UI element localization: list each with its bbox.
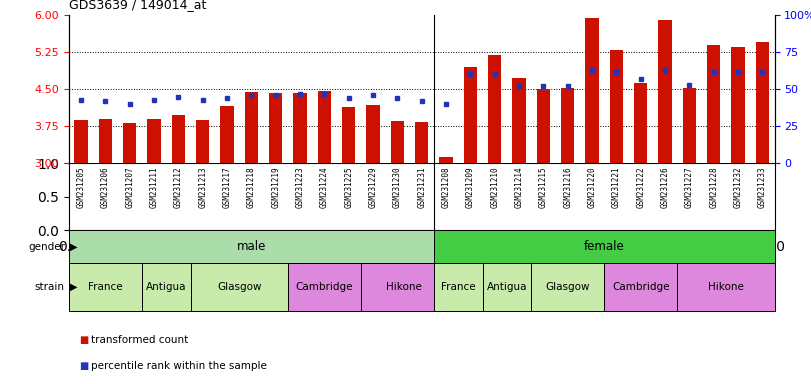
Text: GSM231233: GSM231233: [757, 167, 767, 208]
Text: Hikone: Hikone: [708, 282, 744, 292]
Bar: [269, 93, 282, 163]
Text: GSM231210: GSM231210: [490, 167, 500, 208]
Text: Glasgow: Glasgow: [546, 282, 590, 292]
Bar: [99, 119, 112, 163]
Bar: [415, 122, 428, 163]
Text: ▶: ▶: [70, 242, 77, 252]
Text: transformed count: transformed count: [91, 335, 188, 345]
Text: ■: ■: [79, 361, 88, 371]
Text: France: France: [441, 282, 475, 292]
Text: GSM231225: GSM231225: [344, 167, 354, 208]
Bar: [488, 55, 501, 163]
Bar: [148, 119, 161, 163]
Bar: [391, 121, 404, 163]
Text: Antigua: Antigua: [487, 282, 527, 292]
Bar: [610, 50, 623, 163]
Bar: [561, 88, 574, 163]
Text: GSM231228: GSM231228: [709, 167, 719, 208]
Text: GSM231205: GSM231205: [76, 167, 86, 208]
Bar: [191, 263, 288, 311]
Bar: [464, 67, 477, 163]
Text: male: male: [237, 240, 266, 253]
Text: percentile rank within the sample: percentile rank within the sample: [91, 361, 267, 371]
Bar: [756, 43, 769, 163]
Bar: [483, 263, 531, 311]
Text: GDS3639 / 149014_at: GDS3639 / 149014_at: [69, 0, 206, 12]
Bar: [142, 263, 191, 311]
Bar: [683, 88, 696, 163]
Text: Cambridge: Cambridge: [612, 282, 669, 292]
Text: GSM231216: GSM231216: [563, 167, 573, 208]
Bar: [732, 47, 744, 163]
Text: GSM231222: GSM231222: [636, 167, 646, 208]
Text: France: France: [88, 282, 122, 292]
Text: GSM231231: GSM231231: [417, 167, 427, 208]
Bar: [172, 116, 185, 163]
Bar: [434, 263, 483, 311]
Text: GSM231212: GSM231212: [174, 167, 183, 208]
Bar: [294, 93, 307, 163]
Bar: [342, 107, 355, 163]
Bar: [604, 263, 677, 311]
Text: GSM231219: GSM231219: [271, 167, 281, 208]
Text: GSM231223: GSM231223: [295, 167, 305, 208]
Text: GSM231218: GSM231218: [247, 167, 256, 208]
Text: Antigua: Antigua: [146, 282, 187, 292]
Text: strain: strain: [35, 282, 65, 292]
Bar: [69, 263, 142, 311]
Bar: [537, 89, 550, 163]
Text: GSM231211: GSM231211: [149, 167, 159, 208]
Text: ■: ■: [79, 335, 88, 345]
Text: GSM231230: GSM231230: [393, 167, 402, 208]
Bar: [361, 263, 446, 311]
Text: GSM231229: GSM231229: [368, 167, 378, 208]
Text: GSM231224: GSM231224: [320, 167, 329, 208]
Bar: [440, 157, 453, 163]
Text: Cambridge: Cambridge: [296, 282, 353, 292]
Bar: [245, 92, 258, 163]
Bar: [288, 263, 361, 311]
Bar: [123, 123, 136, 163]
Bar: [707, 45, 720, 163]
Text: GSM231213: GSM231213: [198, 167, 208, 208]
Bar: [318, 91, 331, 163]
Bar: [434, 230, 775, 263]
Bar: [69, 230, 434, 263]
Text: GSM231214: GSM231214: [514, 167, 524, 208]
Text: GSM231215: GSM231215: [539, 167, 548, 208]
Text: GSM231208: GSM231208: [441, 167, 451, 208]
Text: GSM231221: GSM231221: [611, 167, 621, 208]
Bar: [367, 105, 380, 163]
Bar: [513, 78, 526, 163]
Text: GSM231207: GSM231207: [125, 167, 135, 208]
Bar: [221, 106, 234, 163]
Bar: [196, 120, 209, 163]
Bar: [677, 263, 775, 311]
Bar: [586, 18, 599, 163]
Text: GSM231227: GSM231227: [684, 167, 694, 208]
Text: GSM231220: GSM231220: [587, 167, 597, 208]
Text: Hikone: Hikone: [385, 282, 422, 292]
Text: GSM231217: GSM231217: [222, 167, 232, 208]
Text: GSM231206: GSM231206: [101, 167, 110, 208]
Text: GSM231226: GSM231226: [660, 167, 670, 208]
Bar: [531, 263, 604, 311]
Text: Glasgow: Glasgow: [217, 282, 261, 292]
Bar: [659, 20, 672, 163]
Text: GSM231209: GSM231209: [466, 167, 475, 208]
Text: GSM231232: GSM231232: [733, 167, 743, 208]
Bar: [75, 120, 88, 163]
Bar: [634, 83, 647, 163]
Text: female: female: [584, 240, 624, 253]
Text: gender: gender: [28, 242, 65, 252]
Text: ▶: ▶: [70, 282, 77, 292]
